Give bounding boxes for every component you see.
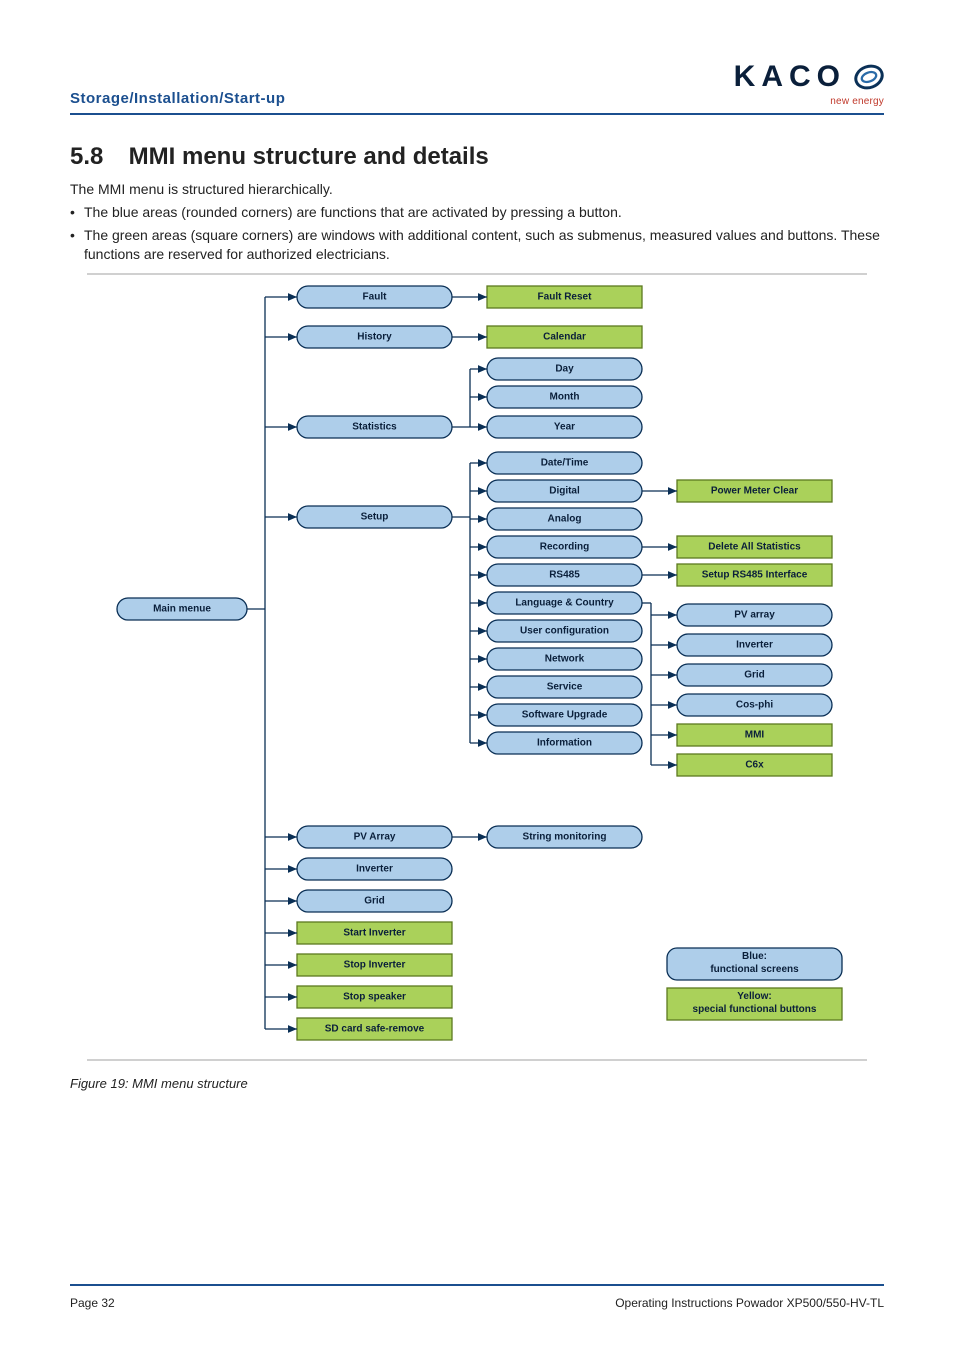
svg-text:Network: Network: [545, 653, 585, 664]
svg-text:Start Inverter: Start Inverter: [343, 927, 405, 938]
svg-text:Analog: Analog: [548, 513, 582, 524]
svg-text:Date/Time: Date/Time: [541, 457, 589, 468]
intro-paragraph: The MMI menu is structured hierarchicall…: [70, 181, 884, 197]
section-number: 5.8: [70, 143, 122, 171]
svg-text:Information: Information: [537, 737, 592, 748]
swirl-icon: [854, 62, 884, 92]
bullet-list: The blue areas (rounded corners) are fun…: [70, 203, 884, 264]
svg-text:Grid: Grid: [744, 669, 765, 680]
header-rule: [70, 113, 884, 115]
svg-text:Stop speaker: Stop speaker: [343, 991, 406, 1002]
svg-text:Yellow:: Yellow:: [737, 991, 771, 1002]
breadcrumb: Storage/Installation/Start-up: [70, 90, 285, 107]
bullet-item: The blue areas (rounded corners) are fun…: [70, 203, 884, 222]
svg-text:PV Array: PV Array: [354, 831, 396, 842]
logo-subtitle: new energy: [734, 96, 884, 107]
menu-structure-diagram: Main menue Fault History Statistics Setup PV …: [87, 268, 867, 1068]
svg-text:SD card safe-remove: SD card safe-remove: [325, 1023, 425, 1034]
svg-text:Calendar: Calendar: [543, 331, 586, 342]
section-title: 5.8 MMI menu structure and details: [70, 143, 884, 171]
svg-text:Service: Service: [547, 681, 583, 692]
svg-text:special functional buttons: special functional buttons: [693, 1004, 817, 1015]
svg-text:C6x: C6x: [745, 759, 764, 770]
svg-text:PV array: PV array: [734, 609, 775, 620]
svg-text:Language & Country: Language & Country: [515, 597, 614, 608]
svg-text:Day: Day: [555, 363, 574, 374]
svg-text:Statistics: Statistics: [352, 421, 397, 432]
section-title-text: MMI menu structure and details: [129, 143, 489, 170]
page-number: Page 32: [70, 1296, 115, 1310]
svg-text:User configuration: User configuration: [520, 625, 609, 636]
svg-text:Digital: Digital: [549, 485, 580, 496]
svg-text:MMI: MMI: [745, 729, 765, 740]
svg-text:Power Meter Clear: Power Meter Clear: [711, 485, 798, 496]
svg-text:Blue:: Blue:: [742, 951, 767, 962]
svg-text:functional screens: functional screens: [710, 964, 799, 975]
svg-text:Fault: Fault: [363, 291, 388, 302]
footer-rule: [70, 1284, 884, 1286]
svg-text:Month: Month: [550, 391, 580, 402]
svg-text:Recording: Recording: [540, 541, 589, 552]
svg-text:Grid: Grid: [364, 895, 385, 906]
svg-text:String monitoring: String monitoring: [523, 831, 607, 842]
svg-text:Delete All Statistics: Delete All Statistics: [708, 541, 801, 552]
bullet-item: The green areas (square corners) are win…: [70, 226, 884, 264]
svg-text:Setup: Setup: [361, 511, 389, 522]
svg-text:Fault Reset: Fault Reset: [538, 291, 593, 302]
svg-text:RS485: RS485: [549, 569, 580, 580]
logo: KACO new energy: [734, 60, 884, 107]
logo-text: KACO: [734, 60, 846, 94]
svg-text:Inverter: Inverter: [356, 863, 393, 874]
svg-text:Main menue: Main menue: [153, 603, 211, 614]
svg-text:Setup RS485 Interface: Setup RS485 Interface: [702, 569, 808, 580]
svg-text:Cos-phi: Cos-phi: [736, 699, 773, 710]
svg-text:History: History: [357, 331, 392, 342]
svg-text:Software Upgrade: Software Upgrade: [522, 709, 608, 720]
figure-caption: Figure 19: MMI menu structure: [70, 1076, 884, 1091]
svg-text:Year: Year: [554, 421, 575, 432]
svg-text:Stop Inverter: Stop Inverter: [344, 959, 406, 970]
doc-title: Operating Instructions Powador XP500/550…: [615, 1296, 884, 1310]
svg-text:Inverter: Inverter: [736, 639, 773, 650]
